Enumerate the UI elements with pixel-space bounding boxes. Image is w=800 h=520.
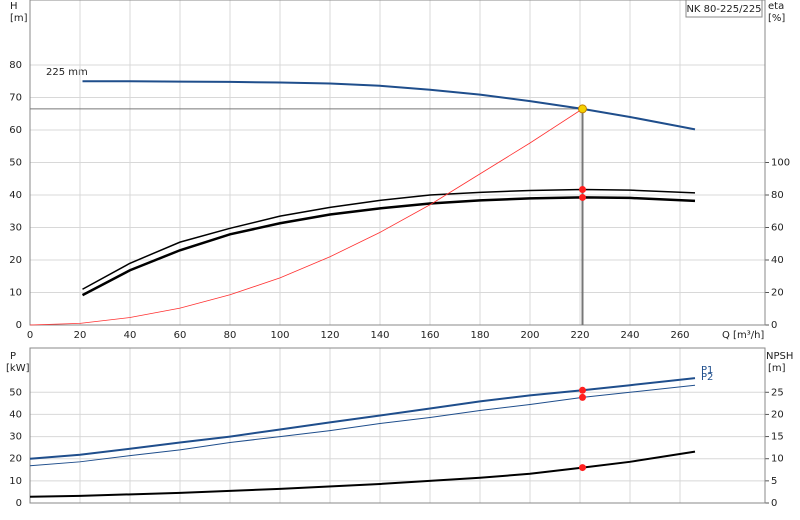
title-box: [685, 0, 763, 18]
y-tick-label: 0: [16, 498, 22, 509]
duty-marker: [579, 386, 586, 394]
series-label: P1: [701, 365, 713, 376]
series-line: [29, 384, 696, 467]
x-tick-label: 0: [27, 330, 33, 341]
y2-axis-label: NPSH: [766, 351, 793, 362]
x-tick-label: 40: [124, 330, 137, 341]
duty-marker: [579, 193, 586, 201]
x-tick-label: 180: [470, 330, 489, 341]
x-tick-label: 140: [370, 330, 389, 341]
y-tick-label: 20: [9, 255, 22, 266]
y2-axis-unit: [%]: [768, 13, 785, 24]
plot-frame: [29, 0, 766, 326]
x-tick-label: 240: [620, 330, 639, 341]
y-tick-label: 10: [9, 476, 22, 487]
y-tick-label: 40: [9, 190, 22, 201]
series-line: [29, 108, 583, 326]
y-tick-label: 10: [9, 288, 22, 299]
y2-axis-label: eta: [768, 1, 784, 12]
annotation: 225 mm: [46, 67, 88, 78]
y2-axis-unit: [m]: [768, 363, 786, 374]
y-tick-label: 30: [9, 223, 22, 234]
x-tick-label: 260: [670, 330, 689, 341]
y-tick-label: 50: [9, 387, 22, 398]
y2-tick-label: 5: [771, 476, 777, 487]
y2-tick-label: 0: [771, 320, 777, 331]
y-axis-label: H: [10, 1, 18, 12]
duty-marker: [579, 185, 586, 193]
x-tick-label: 200: [520, 330, 539, 341]
x-tick-label: 60: [174, 330, 187, 341]
y-tick-label: 60: [9, 125, 22, 136]
y2-tick-label: 100: [771, 158, 790, 169]
x-tick-label: 80: [224, 330, 237, 341]
series-line: [29, 377, 696, 460]
x-axis-label: Q [m³/h]: [722, 330, 764, 341]
y2-tick-label: 15: [771, 432, 784, 443]
y-tick-label: 40: [9, 409, 22, 420]
y-tick-label: 80: [9, 60, 22, 71]
y2-tick-label: 80: [771, 190, 784, 201]
duty-marker: [579, 393, 586, 401]
y-tick-label: 50: [9, 158, 22, 169]
series-line: [29, 450, 696, 498]
y2-tick-label: 40: [771, 255, 784, 266]
y-tick-label: 70: [9, 93, 22, 104]
x-tick-label: 160: [420, 330, 439, 341]
y2-tick-label: 25: [771, 387, 784, 398]
y-tick-label: 0: [16, 320, 22, 331]
y2-tick-label: 60: [771, 223, 784, 234]
chart-title: NK 80-225/225: [686, 4, 761, 15]
y2-tick-label: 20: [771, 288, 784, 299]
y2-tick-label: 0: [771, 498, 777, 509]
x-tick-label: 100: [270, 330, 289, 341]
y-tick-label: 30: [9, 432, 22, 443]
duty-point: [578, 104, 587, 114]
y-tick-label: 20: [9, 454, 22, 465]
y-axis-unit: [m]: [10, 13, 28, 24]
y-axis-label: P: [10, 351, 16, 362]
y2-tick-label: 10: [771, 454, 784, 465]
series-label: P2: [701, 372, 713, 383]
y-axis-unit: [kW]: [6, 363, 30, 374]
plot-frame: [29, 347, 766, 504]
x-tick-label: 220: [570, 330, 589, 341]
y2-tick-label: 20: [771, 409, 784, 420]
duty-marker: [579, 464, 586, 472]
x-tick-label: 120: [320, 330, 339, 341]
x-tick-label: 20: [74, 330, 87, 341]
